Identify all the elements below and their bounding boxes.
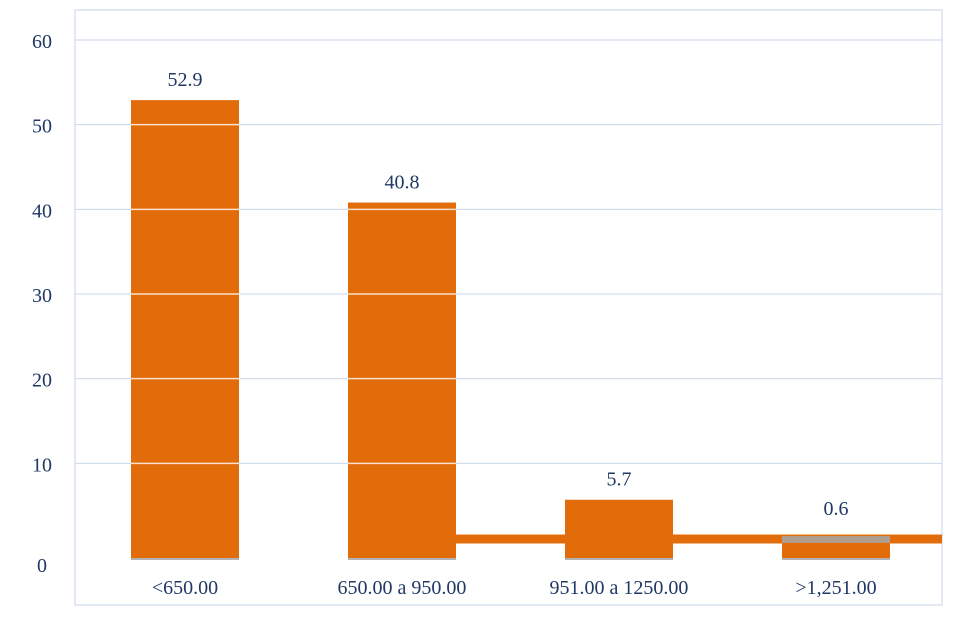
bar [782, 542, 890, 558]
data-label: 52.9 [168, 69, 203, 91]
y-tick-label: 60 [32, 31, 52, 53]
chart-border [74, 9, 943, 606]
data-label: 40.8 [385, 172, 420, 194]
x-tick-label: <650.00 [152, 577, 218, 599]
y-tick-label: 50 [32, 116, 52, 138]
x-tick-label: 650.00 a 950.00 [338, 577, 467, 599]
bar [348, 202, 456, 558]
bar [565, 499, 673, 558]
y-tick-label: 20 [32, 370, 52, 392]
y-tick-label: 10 [32, 454, 52, 476]
y-tick-label: 0 [37, 555, 47, 577]
y-tick-label: 30 [32, 285, 52, 307]
bar [131, 100, 239, 558]
data-label: 0.6 [824, 498, 849, 520]
x-tick-label: >1,251.00 [795, 577, 876, 599]
y-tick-label: 40 [32, 200, 52, 222]
x-tick-label: 951.00 a 1250.00 [550, 577, 689, 599]
data-label: 5.7 [607, 469, 632, 491]
